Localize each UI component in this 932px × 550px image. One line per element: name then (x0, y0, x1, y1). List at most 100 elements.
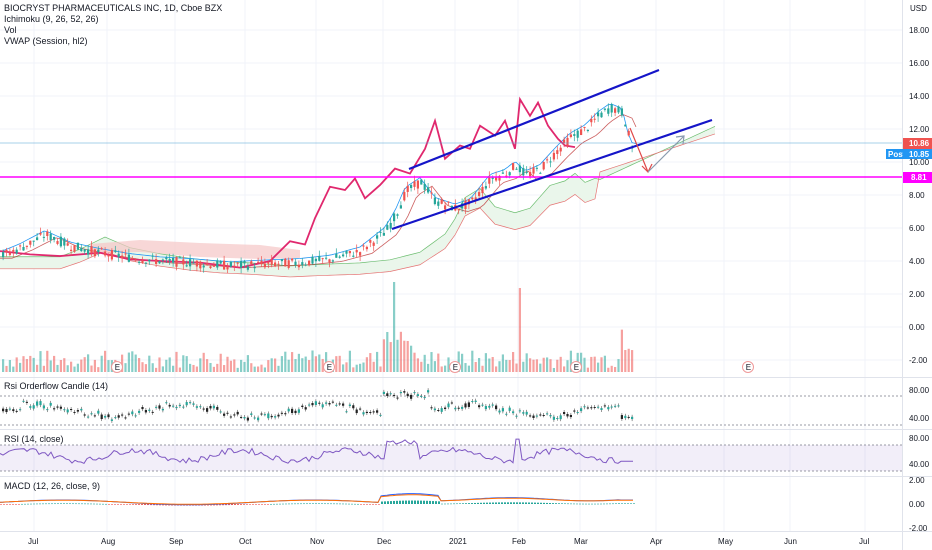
rsi-candle-body (603, 405, 606, 407)
candle-body (338, 256, 341, 258)
rsi-candle-tick: 80.00 (909, 386, 930, 395)
candle-body (593, 118, 596, 120)
rsi-title[interactable]: RSI (14, close) (4, 434, 64, 444)
rsi-candle-body (311, 403, 314, 406)
macd-hist-bar (93, 503, 95, 505)
candle-body (229, 261, 232, 267)
candle-body (444, 205, 447, 210)
macd-hist-bar (279, 503, 281, 505)
macd-hist-bar (96, 503, 98, 505)
volume-bar (580, 352, 583, 372)
rsi-candle-body (308, 404, 311, 406)
volume-bar (556, 359, 559, 372)
macd-hist-bar (615, 503, 617, 505)
volume-bar (246, 355, 249, 372)
volume-bar (495, 366, 498, 372)
rsi-candle-body (229, 416, 232, 418)
rsi-axis: 80.00 40.00 (909, 434, 930, 469)
channel-upper-line[interactable] (408, 68, 660, 171)
candle-body (158, 260, 161, 264)
volume-bar (46, 350, 49, 372)
rsi-candle-body (515, 415, 518, 417)
rsi-candle-body (617, 405, 620, 407)
candle-body (263, 263, 266, 268)
macd-hist-bar (396, 500, 398, 504)
volume-bar (542, 357, 545, 372)
volume-bar (260, 364, 263, 372)
volume-bar (134, 354, 137, 372)
candle-body (372, 242, 375, 246)
candle-body (5, 249, 8, 253)
candle-body (488, 176, 491, 184)
rsi-candle-body (274, 416, 277, 418)
indicator-vwap[interactable]: VWAP (Session, hl2) (4, 36, 88, 46)
rsi-candle-body (158, 405, 161, 409)
volume-bars (2, 282, 634, 372)
macd-hist-bar (99, 503, 101, 505)
earnings-marker-label: E (327, 363, 332, 372)
rsi-candle-body (450, 402, 453, 404)
candle-body (304, 264, 307, 266)
rsi-candle-body (593, 406, 596, 408)
macd-hist-bar (534, 502, 536, 504)
rsi-candle-body (304, 407, 307, 410)
macd-hist-bar (633, 503, 635, 504)
macd-hist-bar (321, 503, 323, 505)
chart-legend[interactable]: BIOCRYST PHARMACEUTICALS INC, 1D, Cboe B… (4, 3, 222, 47)
rsi-candle-title[interactable]: Rsi Orderflow Candle (14) (4, 381, 109, 391)
volume-bar (365, 357, 368, 372)
candle-body (382, 232, 385, 236)
volume-bar (144, 364, 147, 372)
indicator-volume[interactable]: Vol (4, 25, 17, 35)
volume-bar (359, 363, 362, 372)
rsi-candle-body (467, 402, 470, 407)
channel-lower-line[interactable] (391, 118, 713, 231)
time-axis[interactable]: Jul Aug Sep Oct Nov Dec 2021 Feb Mar Apr May Jun Jul (28, 537, 869, 546)
macd-hist-bar (291, 503, 293, 505)
volume-bar (372, 361, 375, 372)
rsi-candle-body (206, 408, 209, 412)
candle-body (246, 266, 249, 270)
rsi-candle-body (403, 391, 406, 393)
macd-hist-bar (567, 503, 569, 505)
candle-body (563, 139, 566, 144)
macd-hist-bar (501, 502, 503, 504)
volume-bar (42, 365, 45, 372)
candle-body (576, 130, 579, 138)
volume-bar (525, 353, 528, 372)
macd-hist-bar (618, 503, 620, 504)
rsi-candle-body (600, 408, 603, 411)
volume-bar (243, 361, 246, 372)
rsi-candle-body (25, 401, 28, 403)
candle-body (240, 261, 243, 268)
rsi-candle-body (597, 406, 600, 408)
macd-hist-bar (369, 504, 371, 505)
candle-body (243, 260, 246, 264)
macd-hist-bar (459, 503, 461, 504)
candle-body (481, 186, 484, 194)
macd-title[interactable]: MACD (12, 26, close, 9) (4, 481, 101, 491)
macd-hist-bar (117, 504, 119, 505)
volume-bar (97, 367, 100, 372)
rsi-candle-body (46, 409, 49, 411)
macd-hist-bar (276, 503, 278, 505)
candle-body (586, 129, 589, 131)
macd-hist-bar (510, 502, 512, 504)
macd-hist-bar (480, 502, 482, 504)
price-axis[interactable]: 18.00 16.00 14.00 12.00 10.00 8.00 6.00 4.00 2.0… (909, 26, 930, 365)
macd-hist-bar (39, 503, 41, 505)
rsi-candle-body (321, 404, 324, 408)
candle-body (491, 177, 494, 179)
candle-body (535, 167, 538, 169)
macd-hist-bar (24, 503, 26, 505)
candle-body (352, 255, 355, 257)
indicator-ichimoku[interactable]: Ichimoku (9, 26, 52, 26) (4, 14, 99, 24)
volume-bar (600, 357, 603, 372)
projection-arrow[interactable] (629, 127, 685, 174)
macd-hist-bar (372, 504, 374, 505)
rsi-candle-body (352, 405, 355, 409)
volume-bar (240, 359, 243, 372)
candle-body (498, 175, 501, 181)
rsi-candle-body (32, 405, 35, 409)
